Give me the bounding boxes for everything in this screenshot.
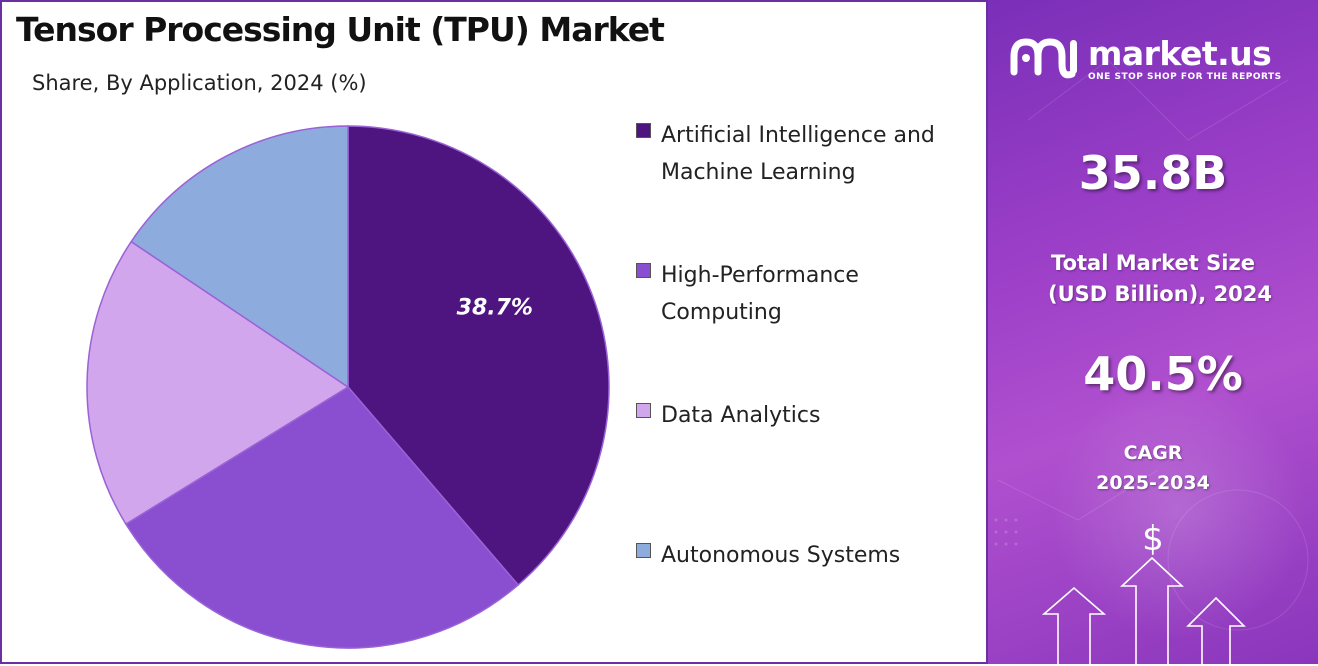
data-label: 38.7% [457,296,533,321]
slice-data-analytics [86,240,350,526]
background-decoration: $ [994,59,1309,664]
brand-tagline: ONE STOP SHOP FOR THE REPORTS [1088,72,1282,82]
legend-swatch [636,543,651,558]
dollar-icon: $ [1142,519,1164,559]
cagr-value: 40.5% [1083,347,1243,401]
slice-ai-ml [347,125,610,586]
legend-swatch [636,123,651,138]
chart-panel: Tensor Processing Unit (TPU) Market Shar… [0,0,988,664]
brand-logo: market.us ONE STOP SHOP FOR THE REPORTS [1010,34,1300,84]
chart-title: Tensor Processing Unit (TPU) Market [16,10,665,49]
legend-label: Autonomous Systems [661,543,901,568]
slice-high-performance-computing [124,386,520,649]
legend-label: High-Performance Computing [661,263,859,325]
slice-autonomous-systems [130,125,349,389]
market-us-logo-icon [1010,38,1077,79]
brand-name: market.us [1088,34,1272,73]
market-size-value: 35.8B [1078,146,1228,200]
cagr-label: CAGR 2025-2034 [1096,442,1210,494]
market-size-label: Total Market Size (USD Billion), 2024 [1047,251,1273,306]
pie-chart: 38.7% [86,125,610,649]
stats-panel: $ market.us ONE STOP SHOP FOR THE REPORT… [988,0,1318,664]
chart-subtitle: Share, By Application, 2024 (%) [32,71,367,95]
legend-swatch [636,263,651,278]
legend-label: Artificial Intelligence and Machine Learn… [661,123,935,185]
up-arrow-icon [1041,556,1246,664]
background-glow [1048,380,1308,640]
legend-label: Data Analytics [661,403,821,428]
legend-swatch [636,403,651,418]
